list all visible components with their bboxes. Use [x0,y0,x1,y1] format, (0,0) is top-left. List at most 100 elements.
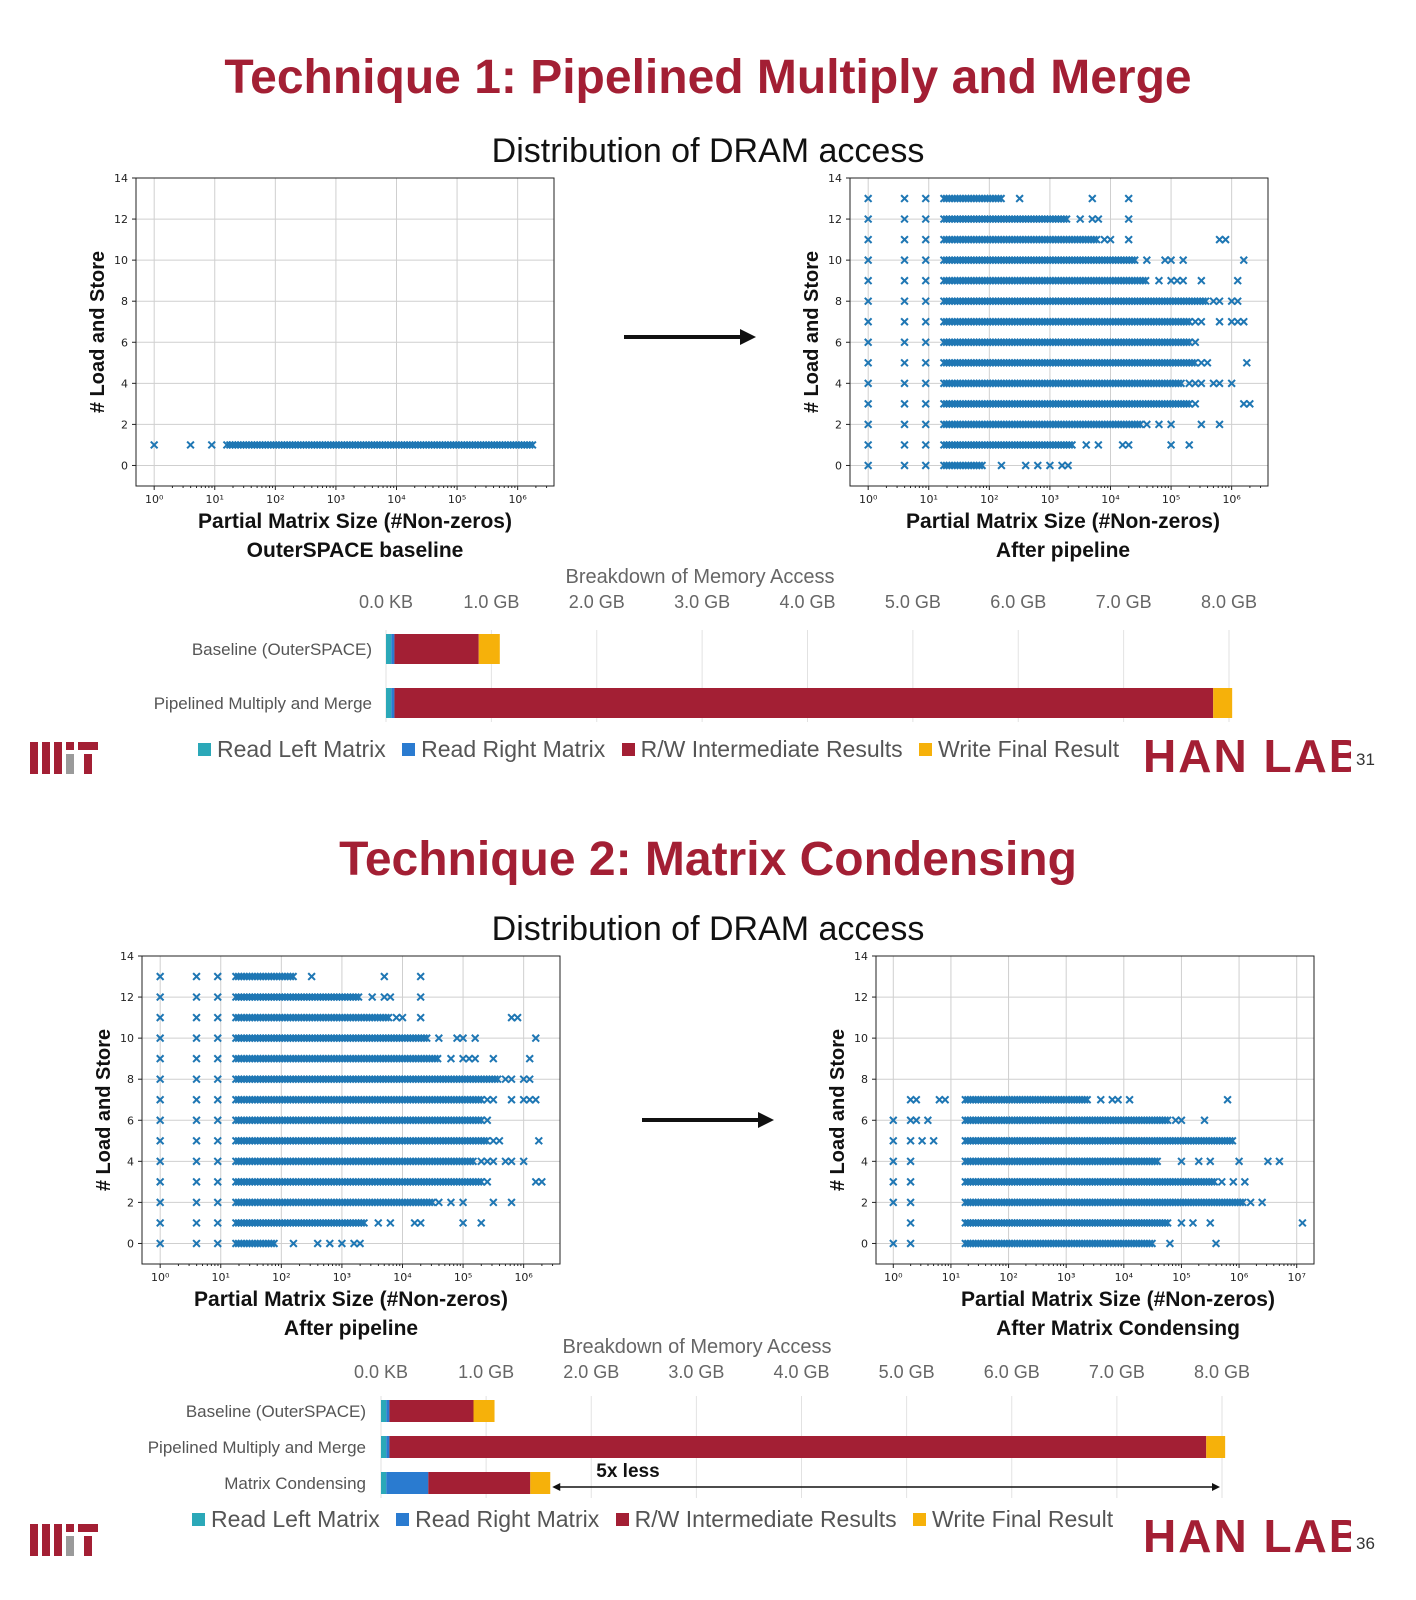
scatter-point [906,1239,915,1248]
scatter-point [994,194,1003,203]
scatter-point [213,1218,222,1228]
y-tick-label: 0 [121,459,128,472]
scatter-point [906,1157,915,1166]
plot-caption: After pipeline [995,539,1131,562]
bar-x-tick-label: 2.0 GB [569,592,625,612]
scatter-point [430,1054,440,1063]
y-tick-label: 2 [835,418,842,431]
x-axis-label: Partial Matrix Size (#Non-zeros) [198,510,512,533]
slide-title: Technique 1: Pipelined Multiply and Merg… [224,51,1192,104]
scatter-point [477,1157,486,1166]
scatter-point [474,1177,483,1186]
scatter-point [433,1054,442,1063]
scatter-point [156,1218,165,1228]
scatter-point [1191,338,1200,347]
markers [889,1095,1307,1248]
legend-item: R/W Intermediate Results [615,1506,897,1533]
scatter-point [912,1116,921,1125]
bar-category-label: Matrix Condensing [224,1474,366,1493]
scatter-point [1210,1177,1219,1186]
scatter-point [1076,214,1085,224]
y-tick-label: 4 [127,1155,134,1168]
scatter-plot-after-pipeline: 0 2 4 6 8 10 12 14 10⁰ 10¹ 10² 10³ 10⁴ 10⁵ 10⁶ # Load a… [800,170,1280,510]
scatter-point [213,1116,222,1125]
bar-x-tick-label: 8.0 GB [1194,1362,1250,1382]
legend-label: Write Final Result [938,736,1120,762]
scatter-plot-after-condensing: 0 2 4 6 8 10 12 14 10⁰ 10¹ 10² 10³ 10⁴ 10⁵ 10⁶ 10⁷ # Loa… [826,948,1326,1288]
scatter-point [1063,461,1073,470]
x-tick-label: 10⁴ [1115,1271,1134,1284]
scatter-point [307,972,316,981]
y-tick-label: 14 [120,950,134,963]
scatter-point [1154,420,1164,429]
scatter-point [1160,256,1170,265]
scatter-point [1236,1198,1245,1207]
scatter-point [1187,358,1197,367]
scatter-point [458,1054,468,1063]
slide-subtitle: Distribution of DRAM access [491,910,925,948]
scatter-point [1154,276,1164,285]
scatter-point [519,1157,528,1166]
bar-segment [386,634,392,664]
scatter-point [349,1239,359,1248]
bar-x-tick-label: 7.0 GB [1096,592,1152,612]
han-lab-logo: HAN LAB [1143,730,1362,782]
han-lab-logo-mark: HAN LAB [1143,730,1362,782]
bar-x-tick-label: 5.0 GB [885,592,941,612]
scatter-point [1215,317,1224,326]
page-number: 36 [1356,1534,1375,1553]
scatter-point [1209,379,1218,388]
scatter-point [489,1136,498,1145]
scatter-point [1221,235,1230,244]
scatter-point [1142,256,1151,265]
scatter-point [1240,1177,1249,1186]
markers [150,440,537,450]
scatter-point [921,399,930,408]
scatter-point [1179,276,1188,285]
scatter-svg: 0 2 4 6 8 10 12 14 10⁰ 10¹ 10² 10³ 10⁴ 10⁵ 10⁶ # Load a… [87,172,555,506]
y-tick-label: 4 [121,377,128,390]
bar-x-tick-label: 3.0 GB [668,1362,724,1382]
scatter-point [434,1198,443,1207]
scatter-point [156,1198,165,1207]
scatter-point [351,992,360,1002]
scatter-point [156,1034,165,1043]
scatter-point [269,1239,279,1248]
scatter-plot-baseline: 0 2 4 6 8 10 12 14 10⁰ 10¹ 10² 10³ 10⁴ 10⁵ 10⁶ # Load a… [86,170,566,510]
scatter-point [192,992,201,1002]
x-tick-label: 10⁴ [393,1271,412,1284]
scatter-caption-baseline: Partial Matrix Size (#Non-zeros) OuterSP… [150,510,560,563]
scatter-point [1124,214,1133,224]
scatter-point [1191,379,1200,388]
scatter-point [921,214,930,224]
scatter-point [489,1157,498,1166]
bar-segment [386,1472,429,1494]
x-tick-label: 10⁶ [514,1271,533,1284]
scatter-point [468,1157,478,1166]
scatter-point [1176,379,1186,388]
scatter-point [1197,420,1206,429]
y-tick-label: 14 [114,172,128,185]
bar-x-tick-label: 3.0 GB [674,592,730,612]
scatter-caption-after-pipeline: Partial Matrix Size (#Non-zeros) After p… [858,510,1268,563]
scatter-point [921,256,930,265]
scatter-point [900,214,909,224]
scatter-point [889,1116,898,1125]
scatter-point [416,1013,425,1022]
legend-label: Write Final Result [932,1506,1114,1532]
annotation-text: 5x less [596,1461,659,1482]
scatter-point [446,1054,456,1063]
scatter-point [889,1239,898,1248]
han-lab-logo-mark: HAN LAB [1143,1510,1362,1562]
y-tick-label: 12 [854,991,868,1004]
scatter-point [1185,338,1194,347]
scatter-point [864,358,873,367]
x-tick-label: 10⁰ [151,1271,170,1284]
scatter-point [1197,276,1206,285]
scatter-point [507,1013,516,1022]
scatter-point [1206,1218,1215,1228]
scatter-point [1242,358,1251,367]
scatter-point [900,276,909,285]
y-tick-label: 0 [861,1237,868,1250]
bar-segment [381,1436,387,1458]
